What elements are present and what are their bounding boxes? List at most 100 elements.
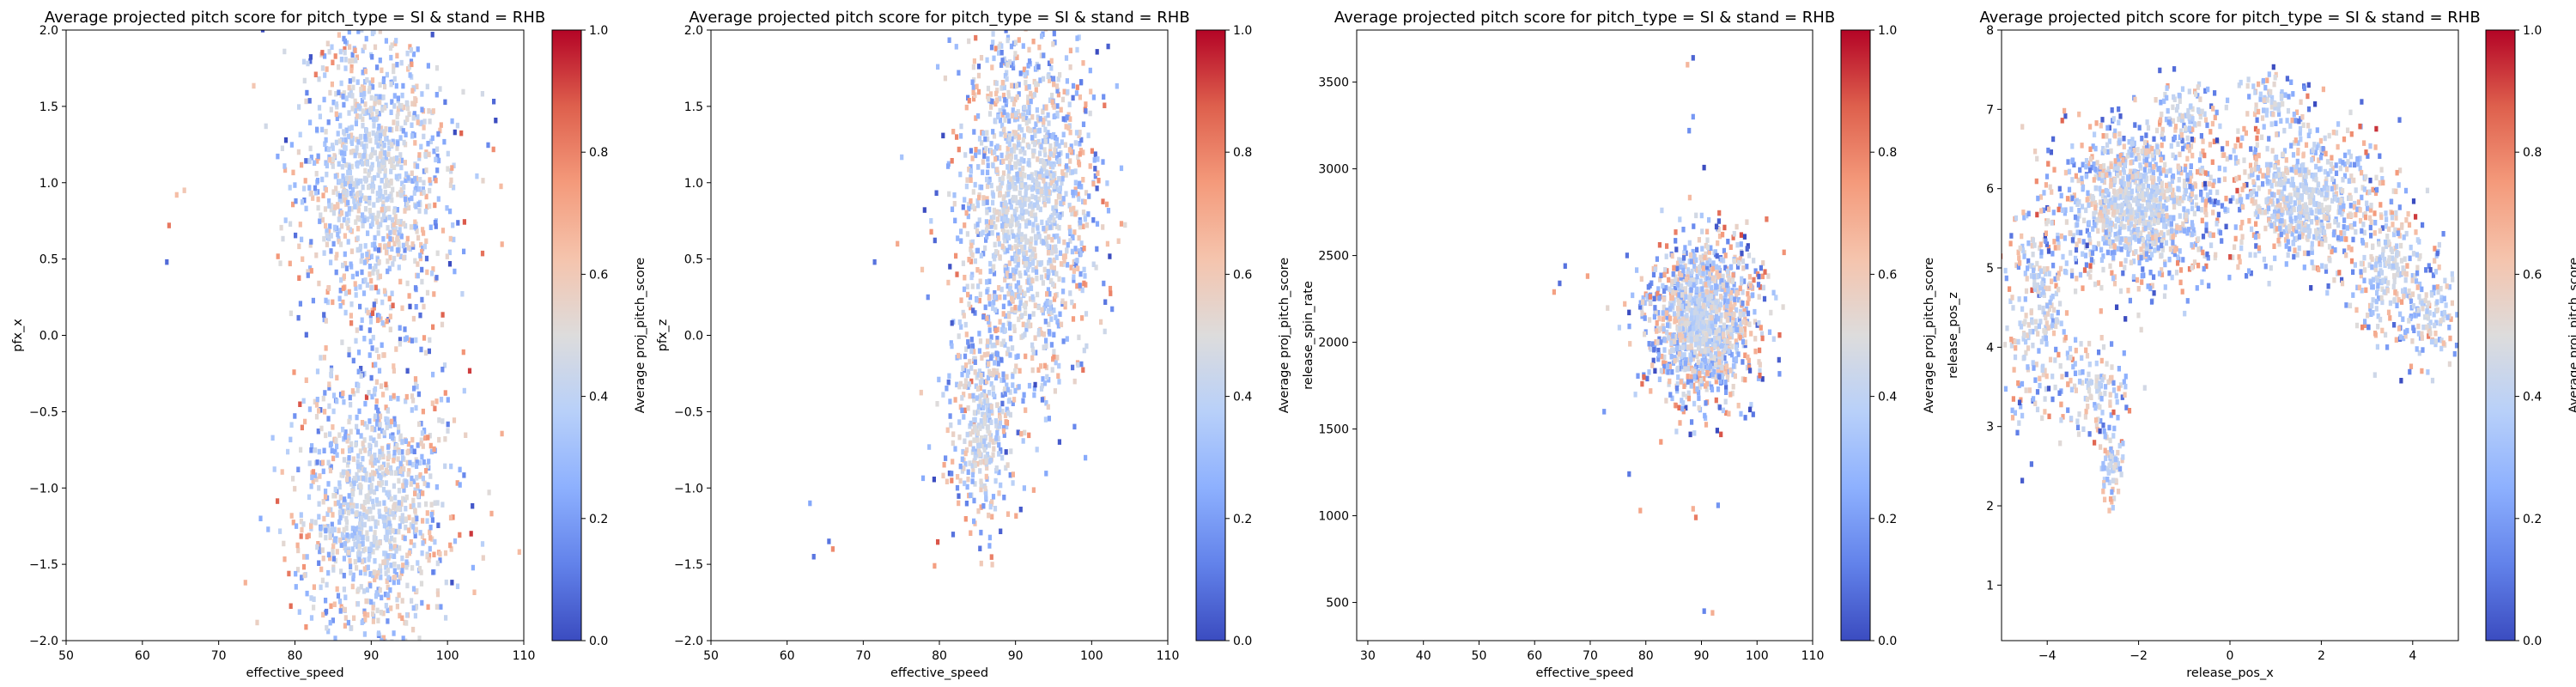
- hexbin-cell: [358, 197, 362, 204]
- hexbin-cell: [1060, 179, 1064, 186]
- hexbin-cell: [1018, 197, 1024, 203]
- hexbin-cell: [355, 145, 359, 151]
- hexbin-cell: [991, 385, 995, 392]
- hexbin-cell: [323, 141, 327, 147]
- hexbin-cell: [963, 438, 967, 444]
- hexbin-cell: [392, 119, 396, 125]
- hexbin-cell: [420, 296, 424, 303]
- hexbin-cell: [412, 478, 416, 484]
- hexbin-cell: [347, 210, 351, 216]
- hexbin-cell: [340, 149, 344, 156]
- hexbin-cell: [1065, 247, 1069, 253]
- hexbin-cell: [392, 449, 397, 456]
- hexbin-cell: [331, 392, 337, 398]
- hexbin-cell: [316, 204, 320, 211]
- chart-panel-1: 50 60 70 80 90 100 110−2.0−1.5−1.0−0.50.00.51.…: [11, 9, 647, 681]
- hexbin-cell: [292, 369, 296, 375]
- hexbin-cell: [969, 242, 974, 249]
- hexbin-cell: [1033, 129, 1037, 135]
- hexbin-cell: [986, 338, 990, 344]
- hexbin-cell: [1068, 290, 1072, 296]
- hexbin-cell: [369, 253, 374, 259]
- hexbin-cell: [377, 508, 381, 514]
- hexbin-cell: [1057, 143, 1061, 149]
- hexbin-cell: [993, 307, 998, 313]
- hexbin-cell: [320, 459, 325, 465]
- hexbin-cell: [356, 587, 361, 593]
- hexbin-cell: [343, 260, 348, 267]
- hexbin-cell: [1675, 356, 1680, 362]
- hexbin-cell: [1056, 323, 1060, 329]
- hexbin-cell: [343, 434, 348, 440]
- hexbin-cell: [999, 62, 1004, 68]
- hexbin-cell: [378, 422, 382, 428]
- hexbin-cell: [1070, 248, 1074, 255]
- hexbin-cell: [1032, 392, 1036, 398]
- hexbin-cell: [970, 449, 975, 455]
- hexbin-cell: [394, 506, 398, 512]
- hexbin-cell: [305, 590, 309, 597]
- hexbin-cell: [354, 120, 358, 127]
- hexbin-cell: [981, 159, 985, 165]
- hexbin-cell: [989, 380, 993, 387]
- hexbin-cell: [1015, 54, 1019, 60]
- hexbin-cell: [390, 236, 394, 243]
- hexbin-cell: [405, 100, 410, 107]
- hexbin-cell: [360, 558, 365, 565]
- hexbin-cell: [1039, 386, 1044, 392]
- hexbin-cell: [1647, 341, 1651, 347]
- hexbin-cell: [371, 470, 375, 476]
- hexbin-cell: [380, 216, 385, 223]
- hexbin-cell: [430, 271, 434, 277]
- hexbin-cell: [343, 233, 347, 239]
- hexbin-cell: [1695, 246, 1699, 253]
- hexbin-cell: [384, 480, 388, 486]
- x-tick-label: 80: [288, 649, 303, 663]
- hexbin-cell: [313, 71, 318, 77]
- hexbin-cell: [398, 433, 403, 440]
- hexbin-cell: [358, 550, 362, 557]
- hexbin-cell: [353, 204, 357, 210]
- hexbin-cell: [329, 259, 333, 265]
- hexbin-cell: [1078, 219, 1083, 226]
- hexbin-cell: [410, 178, 415, 184]
- hexbin-cell: [1017, 134, 1021, 140]
- hexbin-cell: [1627, 323, 1631, 330]
- hexbin-cell: [404, 438, 408, 444]
- hexbin-cell: [991, 305, 995, 312]
- hexbin-cell: [1024, 189, 1028, 195]
- hexbin-cell: [397, 528, 401, 535]
- hexbin-cell: [1735, 241, 1740, 248]
- hexbin-cell: [397, 564, 401, 570]
- hexbin-cell: [405, 116, 410, 123]
- hexbin-cell: [392, 421, 398, 428]
- hexbin-cell: [1042, 147, 1047, 153]
- hexbin-cell: [365, 530, 369, 536]
- hexbin-cell: [301, 398, 306, 404]
- hexbin-cell: [1729, 289, 1734, 296]
- hexbin-cell: [1101, 224, 1105, 230]
- hexbin-cell: [368, 459, 373, 465]
- hexbin-cell: [345, 675, 349, 681]
- hexbin-cell: [1044, 104, 1048, 110]
- hexbin-cell: [399, 192, 404, 198]
- hexbin-cell: [372, 30, 376, 35]
- hexbin-cell: [414, 404, 418, 411]
- hexbin-cell: [428, 337, 432, 344]
- hexbin-cell: [378, 513, 382, 520]
- hexbin-cell: [1048, 329, 1052, 335]
- hexbin-cell: [1007, 184, 1012, 190]
- hexbin-cell: [350, 106, 355, 112]
- hexbin-cell: [365, 282, 369, 289]
- hexbin-cell: [452, 236, 456, 243]
- hexbin-cell: [975, 83, 979, 90]
- hexbin-cell: [1031, 487, 1036, 493]
- hexbin-cell: [986, 428, 990, 434]
- hexbin-cell: [1030, 228, 1036, 234]
- hexbin-cell: [397, 500, 401, 506]
- hexbin-cell: [1005, 247, 1010, 254]
- hexbin-cell: [973, 481, 977, 487]
- hexbin-cell: [339, 277, 343, 283]
- hexbin-cell: [447, 261, 453, 267]
- hexbin-cell: [371, 611, 375, 617]
